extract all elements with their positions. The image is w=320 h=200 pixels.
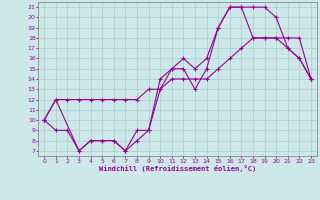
X-axis label: Windchill (Refroidissement éolien,°C): Windchill (Refroidissement éolien,°C) [99, 165, 256, 172]
